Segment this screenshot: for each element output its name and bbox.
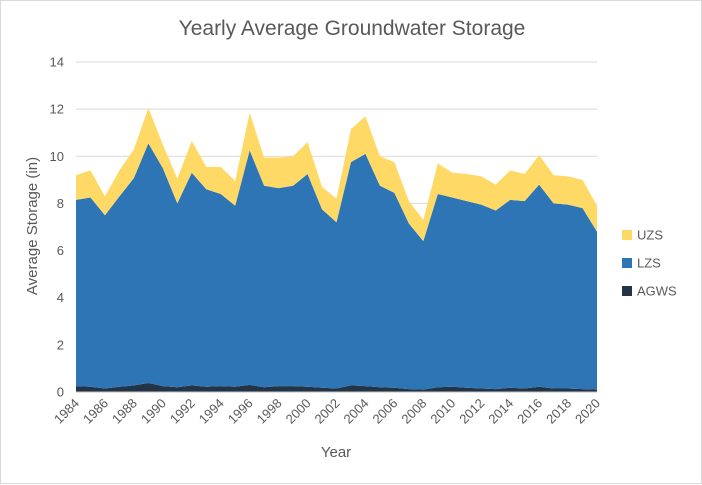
x-tick-label: 2016 — [514, 396, 545, 427]
x-tick-label: 1990 — [138, 396, 169, 427]
legend-item-agws: AGWS — [622, 284, 677, 299]
y-tick-label: 4 — [57, 290, 64, 305]
x-tick-label: 2018 — [543, 396, 574, 427]
y-tick-label: 10 — [50, 149, 64, 164]
legend-swatch — [622, 286, 632, 296]
x-tick-label: 1988 — [109, 396, 140, 427]
y-tick-label: 14 — [50, 55, 64, 70]
x-tick-label: 2010 — [427, 396, 458, 427]
area-series-uzs — [76, 107, 597, 242]
x-tick-label: 1996 — [225, 396, 256, 427]
area-series-lzs — [76, 143, 597, 390]
x-tick-label: 2014 — [485, 396, 516, 427]
x-tick-label: 2002 — [312, 396, 343, 427]
x-tick-label: 2000 — [283, 396, 314, 427]
x-tick-label: 1992 — [167, 396, 198, 427]
legend-swatch — [622, 230, 632, 240]
x-tick-label: 2006 — [369, 396, 400, 427]
x-tick-label: 1986 — [80, 396, 111, 427]
x-tick-label: 2012 — [456, 396, 487, 427]
y-tick-label: 2 — [57, 337, 64, 352]
x-tick-label: 1984 — [51, 396, 82, 427]
legend-swatch — [622, 258, 632, 268]
area-series-agws — [76, 383, 597, 392]
y-tick-label: 0 — [57, 385, 64, 400]
x-tick-label: 2020 — [572, 396, 603, 427]
x-tick-label: 2008 — [398, 396, 429, 427]
legend-item-lzs: LZS — [622, 256, 661, 271]
y-tick-label: 12 — [50, 102, 64, 117]
x-axis-title: Year — [321, 444, 351, 461]
legend-label: AGWS — [637, 284, 677, 299]
x-tick-label: 1994 — [196, 396, 227, 427]
plot-area — [76, 107, 597, 392]
legend-label: UZS — [637, 228, 663, 243]
x-tick-label: 2004 — [341, 396, 372, 427]
x-tick-label: 1998 — [254, 396, 285, 427]
chart-title: Yearly Average Groundwater Storage — [179, 17, 526, 40]
legend: UZS LZS AGWS — [622, 228, 677, 299]
y-tick-label: 6 — [57, 243, 64, 258]
y-axis-title: Average Storage (in) — [24, 157, 41, 295]
y-tick-label: 8 — [57, 196, 64, 211]
legend-label: LZS — [637, 256, 661, 271]
legend-item-uzs: UZS — [622, 228, 663, 243]
